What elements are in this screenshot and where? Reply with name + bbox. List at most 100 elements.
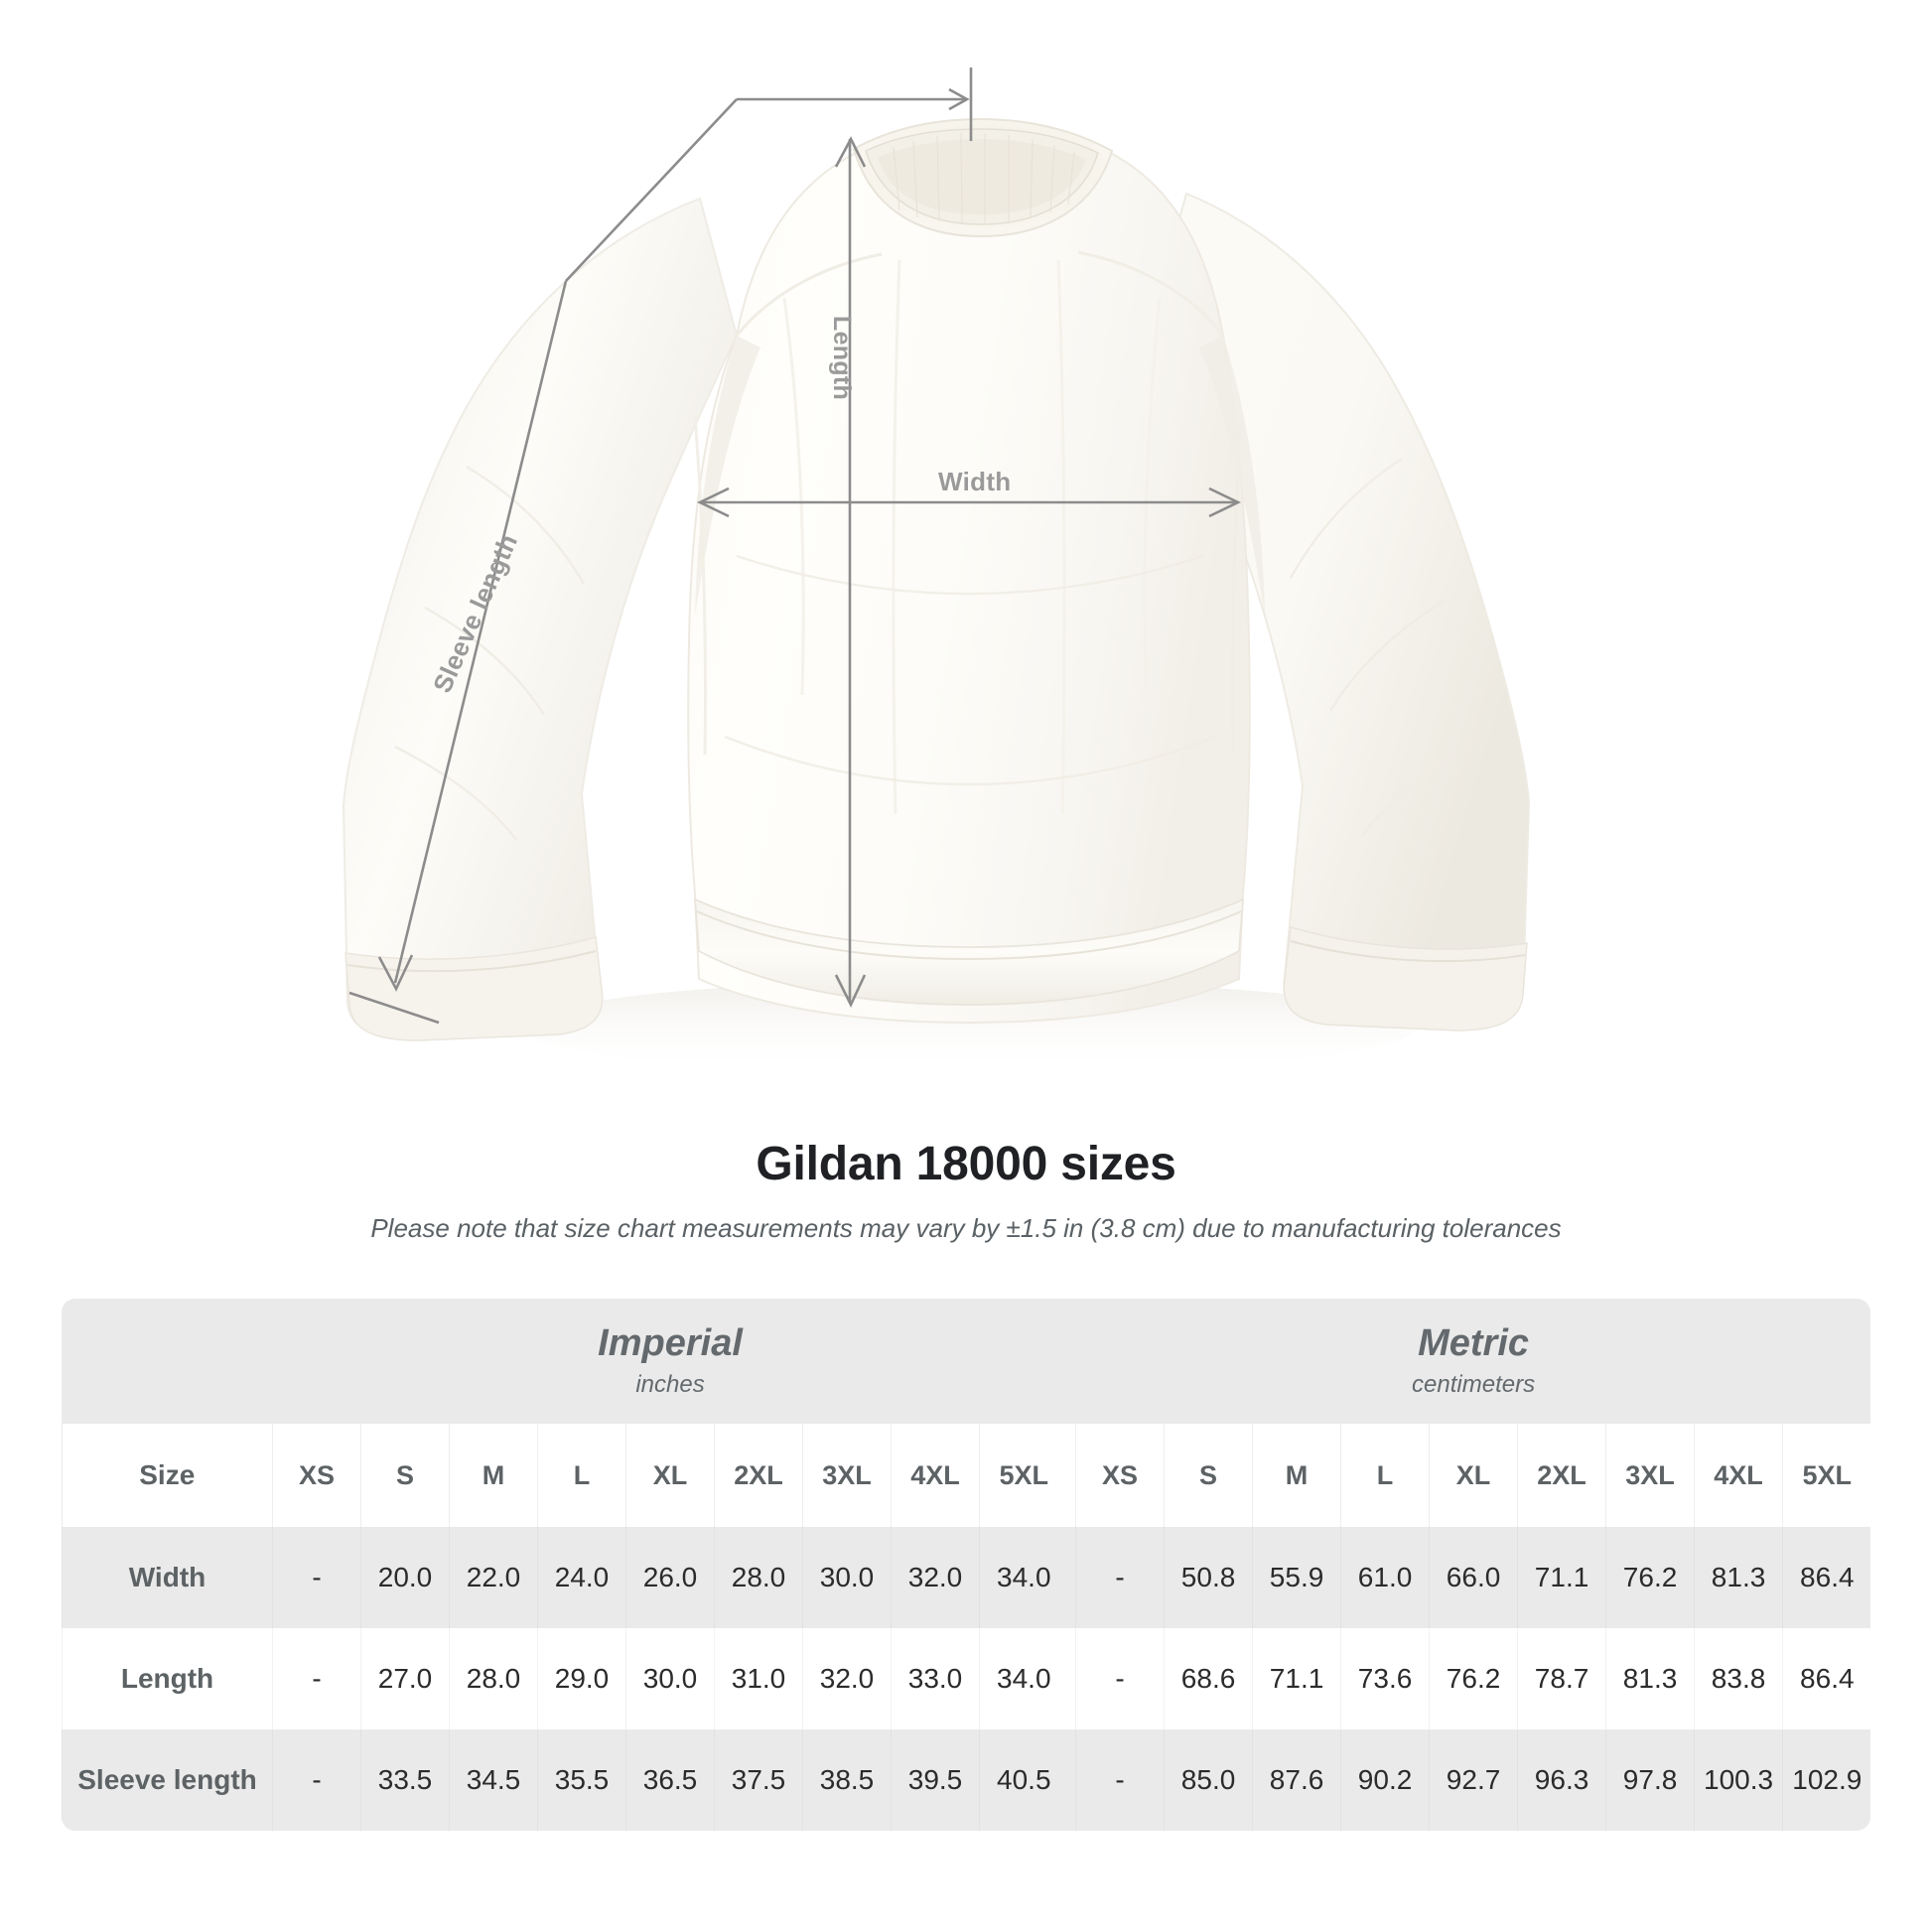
cell-width-imperial-m: 22.0 <box>449 1527 538 1628</box>
unit-name-metric: Metric <box>1418 1322 1530 1365</box>
size-header-metric-xs: XS <box>1075 1424 1165 1527</box>
cell-length-metric-s: 68.6 <box>1164 1628 1253 1729</box>
cell-width-imperial-2xl: 28.0 <box>714 1527 803 1628</box>
cell-sleeve-length-metric-4xl: 100.3 <box>1694 1729 1783 1831</box>
cell-sleeve-length-metric-xl: 92.7 <box>1429 1729 1518 1831</box>
unit-header-metric: Metric centimeters <box>1075 1299 1870 1424</box>
cell-length-imperial-2xl: 31.0 <box>714 1628 803 1729</box>
cell-sleeve-length-imperial-2xl: 37.5 <box>714 1729 803 1831</box>
cell-length-metric-4xl: 83.8 <box>1694 1628 1783 1729</box>
tolerance-note: Please note that size chart measurements… <box>370 1213 1562 1243</box>
unit-name-imperial: Imperial <box>598 1322 743 1365</box>
cell-width-metric-3xl: 76.2 <box>1605 1527 1695 1628</box>
cell-length-imperial-3xl: 32.0 <box>802 1628 892 1729</box>
cell-length-imperial-m: 28.0 <box>449 1628 538 1729</box>
sweatshirt-graphic <box>342 117 1531 1075</box>
unit-banner-row: Imperial inches Metric centimeters <box>62 1299 1870 1424</box>
garment-illustration: Length Width Sleeve length <box>342 68 1531 1075</box>
cell-sleeve-length-imperial-xs: - <box>272 1729 361 1831</box>
cell-sleeve-length-imperial-3xl: 38.5 <box>802 1729 892 1831</box>
cell-length-metric-xl: 76.2 <box>1429 1628 1518 1729</box>
cell-sleeve-length-metric-s: 85.0 <box>1164 1729 1253 1831</box>
unit-sub-imperial: inches <box>635 1371 705 1399</box>
page-title: Gildan 18000 sizes <box>756 1138 1176 1190</box>
row-label-sleeve-length: Sleeve length <box>62 1729 273 1831</box>
table-row: Width -20.0 22.0 24.0 26.0 28.0 30.0 32.0 34.0-5… <box>62 1527 1870 1628</box>
size-header-metric-4xl: 4XL <box>1694 1424 1783 1527</box>
cell-width-imperial-xl: 26.0 <box>625 1527 715 1628</box>
table-row: Sleeve length -33.5 34.5 35.5 36.5 37.5 38.5 39… <box>62 1729 1870 1831</box>
cell-length-imperial-xl: 30.0 <box>625 1628 715 1729</box>
cell-length-metric-5xl: 86.4 <box>1782 1628 1870 1729</box>
size-header-imperial-2xl: 2XL <box>714 1424 803 1527</box>
size-header-metric-3xl: 3XL <box>1605 1424 1695 1527</box>
size-header-imperial-s: S <box>360 1424 450 1527</box>
cell-sleeve-length-metric-5xl: 102.9 <box>1782 1729 1870 1831</box>
size-header-imperial-4xl: 4XL <box>891 1424 980 1527</box>
row-label-length: Length <box>62 1628 273 1729</box>
cell-length-imperial-xs: - <box>272 1628 361 1729</box>
size-header-imperial-3xl: 3XL <box>802 1424 892 1527</box>
cell-width-imperial-4xl: 32.0 <box>891 1527 980 1628</box>
cell-length-imperial-s: 27.0 <box>360 1628 450 1729</box>
size-header-imperial-5xl: 5XL <box>978 1424 1068 1527</box>
cell-length-metric-l: 73.6 <box>1340 1628 1430 1729</box>
size-header-imperial-m: M <box>449 1424 538 1527</box>
size-header-metric-m: M <box>1252 1424 1341 1527</box>
size-header-metric-xl: XL <box>1429 1424 1518 1527</box>
size-header-metric-l: L <box>1340 1424 1430 1527</box>
unit-header-imperial: Imperial inches <box>272 1299 1068 1424</box>
size-header-metric-s: S <box>1164 1424 1253 1527</box>
cell-sleeve-length-imperial-5xl: 40.5 <box>978 1729 1068 1831</box>
cell-length-imperial-l: 29.0 <box>537 1628 626 1729</box>
cell-width-metric-m: 55.9 <box>1252 1527 1341 1628</box>
cell-sleeve-length-imperial-m: 34.5 <box>449 1729 538 1831</box>
cell-sleeve-length-imperial-xl: 36.5 <box>625 1729 715 1831</box>
cell-sleeve-length-metric-l: 90.2 <box>1340 1729 1430 1831</box>
cell-length-metric-3xl: 81.3 <box>1605 1628 1695 1729</box>
size-chart-table: Imperial inches Metric centimeters Size XS S M L… <box>62 1299 1870 1831</box>
table-row: Length -27.0 28.0 29.0 30.0 31.0 32.0 33.0 34.0-… <box>62 1628 1870 1729</box>
cell-width-metric-l: 61.0 <box>1340 1527 1430 1628</box>
size-header-metric-2xl: 2XL <box>1517 1424 1606 1527</box>
size-header-imperial-xl: XL <box>625 1424 715 1527</box>
cell-sleeve-length-metric-xs: - <box>1075 1729 1165 1831</box>
cell-length-imperial-5xl: 34.0 <box>978 1628 1068 1729</box>
title-block: Gildan 18000 sizes Please note that size… <box>0 1137 1932 1244</box>
unit-banner-gap <box>1067 1299 1076 1424</box>
cell-sleeve-length-imperial-4xl: 39.5 <box>891 1729 980 1831</box>
unit-sub-metric: centimeters <box>1412 1371 1536 1399</box>
cell-width-metric-4xl: 81.3 <box>1694 1527 1783 1628</box>
cell-sleeve-length-metric-3xl: 97.8 <box>1605 1729 1695 1831</box>
cell-sleeve-length-metric-m: 87.6 <box>1252 1729 1341 1831</box>
unit-banner-spacer <box>62 1299 273 1424</box>
cell-length-metric-m: 71.1 <box>1252 1628 1341 1729</box>
size-header-imperial-l: L <box>537 1424 626 1527</box>
row-label-width: Width <box>62 1527 273 1628</box>
cell-width-metric-2xl: 71.1 <box>1517 1527 1606 1628</box>
cell-width-metric-xs: - <box>1075 1527 1165 1628</box>
cell-sleeve-length-metric-2xl: 96.3 <box>1517 1729 1606 1831</box>
size-chart-table-wrapper: Imperial inches Metric centimeters Size XS S M L… <box>62 1299 1870 1831</box>
cell-length-imperial-4xl: 33.0 <box>891 1628 980 1729</box>
cell-length-metric-xs: - <box>1075 1628 1165 1729</box>
cell-width-imperial-3xl: 30.0 <box>802 1527 892 1628</box>
cell-width-metric-5xl: 86.4 <box>1782 1527 1870 1628</box>
size-header-row: Size XS S M L XL 2XL 3XL 4XL 5XL XS S M L XL 2XL 3XL 4XL 5… <box>62 1424 1870 1527</box>
cell-width-imperial-s: 20.0 <box>360 1527 450 1628</box>
cell-width-imperial-5xl: 34.0 <box>978 1527 1068 1628</box>
row-gap <box>1067 1527 1076 1628</box>
size-header-imperial-xs: XS <box>272 1424 361 1527</box>
width-annotation-label: Width <box>938 467 1012 496</box>
cell-length-metric-2xl: 78.7 <box>1517 1628 1606 1729</box>
cell-width-metric-xl: 66.0 <box>1429 1527 1518 1628</box>
size-header-label: Size <box>62 1424 273 1527</box>
row-gap <box>1067 1628 1076 1729</box>
row-gap <box>1067 1729 1076 1831</box>
cell-sleeve-length-imperial-s: 33.5 <box>360 1729 450 1831</box>
cell-width-metric-s: 50.8 <box>1164 1527 1253 1628</box>
size-header-gap <box>1067 1424 1076 1527</box>
measurement-annotations <box>348 68 1241 1025</box>
cell-width-imperial-l: 24.0 <box>537 1527 626 1628</box>
